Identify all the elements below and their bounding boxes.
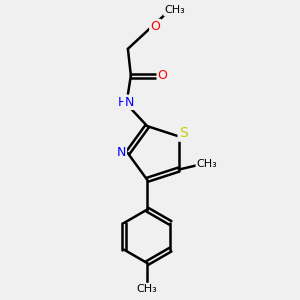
Text: CH₃: CH₃ [137,284,158,294]
Text: N: N [116,146,126,160]
Text: CH₃: CH₃ [196,159,218,169]
Text: CH₃: CH₃ [164,5,185,15]
Text: N: N [125,96,134,109]
Text: H: H [117,96,127,109]
Text: O: O [150,20,160,33]
Text: S: S [179,126,188,140]
Text: O: O [158,69,168,82]
